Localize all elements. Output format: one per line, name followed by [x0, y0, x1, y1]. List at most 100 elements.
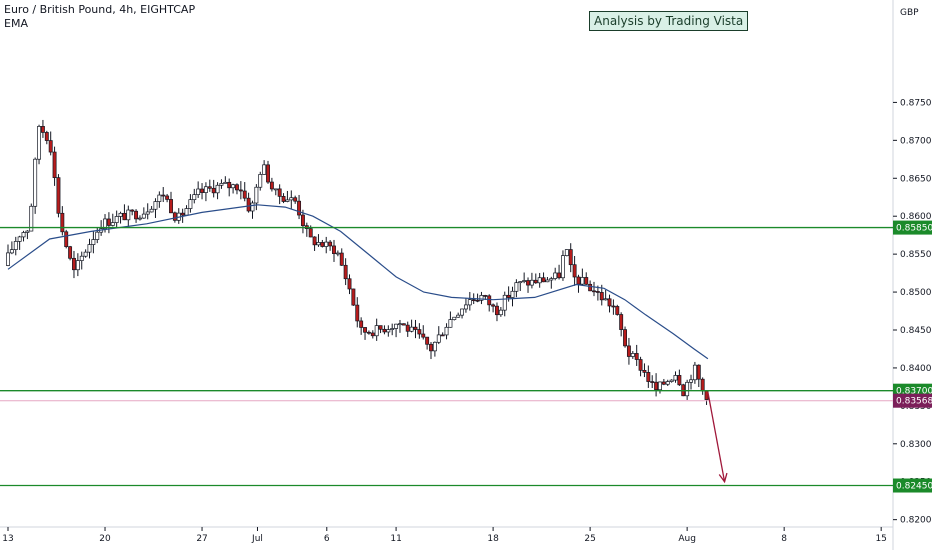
candle-body [180, 212, 185, 216]
candle-body [374, 325, 379, 337]
candle-body [685, 381, 690, 397]
candle-body [52, 151, 57, 178]
ema-indicator-label: EMA [4, 17, 28, 30]
candle-body [87, 244, 92, 253]
candle-body [382, 328, 387, 333]
candle-body [308, 228, 313, 238]
candle-body [106, 218, 111, 226]
candle-body [673, 375, 678, 381]
candle-body [68, 246, 73, 259]
candle-body [332, 245, 336, 254]
candle-body [122, 212, 127, 221]
analysis-annotation-box: Analysis by Trading Vista [589, 11, 749, 31]
candle-body [479, 295, 484, 301]
candle-body [157, 194, 162, 202]
candle-body [510, 290, 515, 298]
candle-body [654, 381, 659, 391]
candle-body [130, 209, 135, 212]
candle-body [134, 210, 139, 220]
candle-body [347, 278, 352, 290]
candle-body [471, 299, 476, 301]
candle-body [324, 241, 329, 247]
candle-body [456, 314, 461, 318]
candle-body [29, 205, 34, 232]
candle-body [227, 181, 232, 189]
candle-body [440, 334, 445, 337]
level-badge [893, 220, 932, 235]
candle-body [533, 279, 538, 284]
candle-body [564, 249, 569, 256]
candle-body [44, 132, 49, 141]
candle-body [40, 126, 45, 133]
candle-body [401, 323, 406, 326]
candle-body [223, 181, 228, 184]
candle-body [526, 280, 530, 286]
candle-body [273, 188, 278, 191]
candle-body [83, 251, 88, 257]
candle-body [553, 272, 558, 279]
candle-body [390, 328, 395, 330]
x-tick-label: 11 [390, 534, 401, 544]
candle-body [518, 281, 523, 284]
candle-body [580, 277, 585, 285]
symbol-title: Euro / British Pound, 4h, EIGHTCAP [4, 3, 196, 16]
candle-body [207, 186, 212, 189]
x-tick-label: Jul [251, 534, 263, 544]
chart-legend: Euro / British Pound, 4h, EIGHTCAP EMA [4, 3, 195, 31]
ema-line [7, 204, 709, 360]
candle-body [281, 196, 286, 202]
candle-body [572, 264, 577, 278]
candle-body [269, 181, 274, 190]
candle-body [110, 222, 115, 226]
candle-body [611, 305, 616, 308]
candle-body [452, 316, 457, 320]
x-tick-label: 27 [196, 534, 207, 544]
last-price-badge [893, 393, 932, 408]
candle-body [219, 183, 224, 186]
candle-body [592, 290, 596, 293]
candle-body [21, 232, 26, 238]
candle-body [409, 326, 414, 332]
candle-body [328, 241, 333, 247]
candle-body [262, 164, 267, 175]
candles-group [6, 119, 709, 405]
candle-body [522, 280, 527, 282]
x-tick-label: 20 [99, 534, 111, 544]
candle-body [700, 378, 705, 392]
candle-body [359, 320, 364, 328]
currency-label: GBP [900, 8, 919, 18]
candle-body [432, 341, 437, 352]
last-price-label: 0.83568 [896, 397, 932, 407]
candle-body [192, 194, 197, 201]
candle-body [238, 189, 243, 192]
candle-body [114, 216, 119, 223]
candle-body [398, 323, 402, 326]
x-tick-label: 15 [875, 534, 886, 544]
candle-body [615, 306, 620, 315]
candle-body [246, 197, 251, 212]
candle-body [448, 319, 453, 328]
candle-body [436, 334, 441, 343]
candle-body [576, 276, 581, 285]
candle-body [312, 236, 317, 246]
candle-body [603, 298, 608, 301]
candle-body [72, 257, 76, 271]
candle-body [250, 202, 255, 212]
candle-body [599, 292, 604, 301]
candle-body [626, 345, 631, 357]
projection-arrow-head [718, 472, 728, 484]
candle-body [6, 252, 10, 266]
candle-body [650, 381, 655, 383]
candle-body [483, 295, 488, 297]
candle-body [48, 140, 53, 153]
candle-body [145, 211, 150, 215]
candle-body [95, 231, 100, 240]
